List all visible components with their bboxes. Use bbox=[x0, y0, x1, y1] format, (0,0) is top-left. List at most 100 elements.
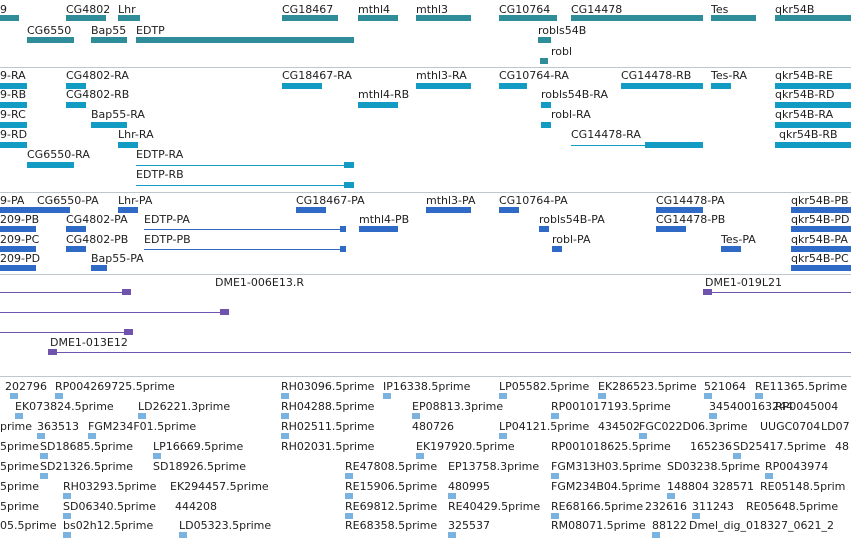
gene-label[interactable]: Bap55 bbox=[91, 24, 127, 37]
protein-feature[interactable] bbox=[118, 207, 138, 213]
protein-label[interactable]: 9-PA bbox=[0, 194, 25, 207]
est-label[interactable]: RE68358.5prime bbox=[345, 519, 438, 532]
est-label[interactable]: 202796 bbox=[5, 380, 47, 393]
est-label[interactable]: 444208 bbox=[175, 500, 217, 513]
est-feature[interactable] bbox=[551, 413, 559, 419]
gene-label[interactable]: mthl4 bbox=[358, 3, 391, 16]
protein-feature[interactable] bbox=[656, 226, 686, 232]
transcript-label[interactable]: 9-RC bbox=[0, 108, 26, 121]
transcript-label[interactable]: CG14478-RA bbox=[571, 128, 641, 141]
est-feature[interactable] bbox=[345, 513, 353, 519]
protein-label[interactable]: CG14478-PA bbox=[656, 194, 725, 207]
protein-label[interactable]: qkr54B-PC bbox=[791, 252, 849, 265]
est-label[interactable]: LP05582.5prime bbox=[499, 380, 590, 393]
est-feature[interactable] bbox=[63, 493, 71, 499]
gene-feature[interactable] bbox=[136, 37, 354, 43]
gene-label[interactable]: 9 bbox=[0, 3, 7, 16]
transcript-feature[interactable] bbox=[344, 162, 354, 168]
protein-feature[interactable] bbox=[0, 207, 70, 213]
protein-label[interactable]: Tes-PA bbox=[721, 233, 756, 246]
transcript-label[interactable]: robls54B-RA bbox=[541, 88, 609, 101]
est-label[interactable]: IP16338.5prime bbox=[383, 380, 471, 393]
est-feature[interactable] bbox=[179, 532, 187, 538]
gene-feature[interactable] bbox=[282, 15, 338, 21]
gene-label[interactable]: qkr54B bbox=[775, 3, 815, 16]
transcript-feature[interactable] bbox=[541, 102, 551, 108]
transcript-label[interactable]: mthl3-RA bbox=[416, 69, 467, 82]
est-label[interactable]: FGM234F01.5prime bbox=[88, 420, 197, 433]
protein-feature[interactable] bbox=[426, 207, 471, 213]
est-label[interactable]: LP16669.5prime bbox=[153, 440, 244, 453]
est-label[interactable]: RE05648.5prime bbox=[746, 500, 839, 513]
transcript-label[interactable]: CG14478-RB bbox=[621, 69, 692, 82]
est-label[interactable]: 311243 bbox=[692, 500, 734, 513]
est-feature[interactable] bbox=[40, 473, 48, 479]
est-feature[interactable] bbox=[639, 433, 647, 439]
clone-feature[interactable] bbox=[0, 332, 130, 333]
protein-feature[interactable] bbox=[721, 246, 741, 252]
transcript-feature[interactable] bbox=[775, 122, 851, 128]
transcript-feature[interactable] bbox=[775, 102, 851, 108]
gene-label[interactable]: Tes bbox=[711, 3, 729, 16]
transcript-feature[interactable] bbox=[711, 83, 731, 89]
est-label[interactable]: 480995 bbox=[448, 480, 490, 493]
transcript-label[interactable]: Bap55-RA bbox=[91, 108, 145, 121]
est-label[interactable]: EP13758.3prime bbox=[448, 460, 540, 473]
est-label[interactable]: 325537 bbox=[448, 519, 490, 532]
transcript-feature[interactable] bbox=[282, 83, 322, 89]
est-label[interactable]: EK286523.5prime bbox=[598, 380, 697, 393]
transcript-feature[interactable] bbox=[0, 83, 27, 89]
transcript-label[interactable]: CG18467-RA bbox=[282, 69, 352, 82]
protein-feature[interactable] bbox=[66, 226, 86, 232]
est-label[interactable]: SD25417.5prime bbox=[733, 440, 826, 453]
est-label[interactable]: RM08071.5prime bbox=[551, 519, 646, 532]
protein-label[interactable]: 209-PC bbox=[0, 233, 40, 246]
protein-feature[interactable] bbox=[791, 265, 851, 271]
protein-label[interactable]: Lhr-PA bbox=[118, 194, 153, 207]
transcript-label[interactable]: CG6550-RA bbox=[27, 148, 90, 161]
est-feature[interactable] bbox=[15, 413, 23, 419]
est-label[interactable]: 328571 bbox=[712, 480, 754, 493]
est-feature[interactable] bbox=[448, 493, 456, 499]
est-label[interactable]: 88122 bbox=[652, 519, 687, 532]
transcript-feature[interactable] bbox=[66, 83, 86, 89]
est-feature[interactable] bbox=[10, 393, 18, 399]
protein-label[interactable]: robls54B-PA bbox=[539, 213, 605, 226]
protein-label[interactable]: CG6550-PA bbox=[37, 194, 99, 207]
protein-feature[interactable] bbox=[296, 207, 326, 213]
est-feature[interactable] bbox=[709, 413, 717, 419]
est-label[interactable]: 165236 bbox=[690, 440, 732, 453]
est-label[interactable]: RE47808.5prime bbox=[345, 460, 438, 473]
est-feature[interactable] bbox=[551, 513, 559, 519]
gene-feature[interactable] bbox=[711, 15, 756, 21]
gene-feature[interactable] bbox=[118, 15, 140, 21]
est-label[interactable]: LD07 bbox=[821, 420, 850, 433]
transcript-label[interactable]: 9-RD bbox=[0, 128, 28, 141]
protein-feature[interactable] bbox=[340, 226, 346, 232]
est-label[interactable]: RP001018625.5prime bbox=[551, 440, 671, 453]
transcript-feature[interactable] bbox=[416, 83, 471, 89]
est-label[interactable]: RH04288.5prime bbox=[281, 400, 375, 413]
protein-feature[interactable] bbox=[0, 246, 36, 252]
est-label[interactable]: RP0043974 bbox=[765, 460, 829, 473]
gene-label[interactable]: CG4802 bbox=[66, 3, 111, 16]
est-label[interactable]: 232616 bbox=[645, 500, 687, 513]
est-feature[interactable] bbox=[281, 433, 289, 439]
est-feature[interactable] bbox=[37, 433, 45, 439]
est-feature[interactable] bbox=[63, 513, 71, 519]
protein-feature[interactable] bbox=[791, 226, 851, 232]
est-feature[interactable] bbox=[598, 393, 606, 399]
est-label[interactable]: RE11365.5prime bbox=[755, 380, 848, 393]
transcript-feature[interactable] bbox=[66, 102, 86, 108]
protein-label[interactable]: CG18467-PA bbox=[296, 194, 365, 207]
clone-label[interactable]: DME1-013E12 bbox=[50, 336, 128, 349]
transcript-label[interactable]: Tes-RA bbox=[711, 69, 748, 82]
gene-feature[interactable] bbox=[27, 37, 74, 43]
est-label[interactable]: RE15906.5prime bbox=[345, 480, 438, 493]
est-feature[interactable] bbox=[88, 433, 96, 439]
est-feature[interactable] bbox=[281, 413, 289, 419]
gene-label[interactable]: CG14478 bbox=[571, 3, 623, 16]
est-label[interactable]: UUGC0704 bbox=[760, 420, 821, 433]
protein-label[interactable]: CG14478-PB bbox=[656, 213, 726, 226]
